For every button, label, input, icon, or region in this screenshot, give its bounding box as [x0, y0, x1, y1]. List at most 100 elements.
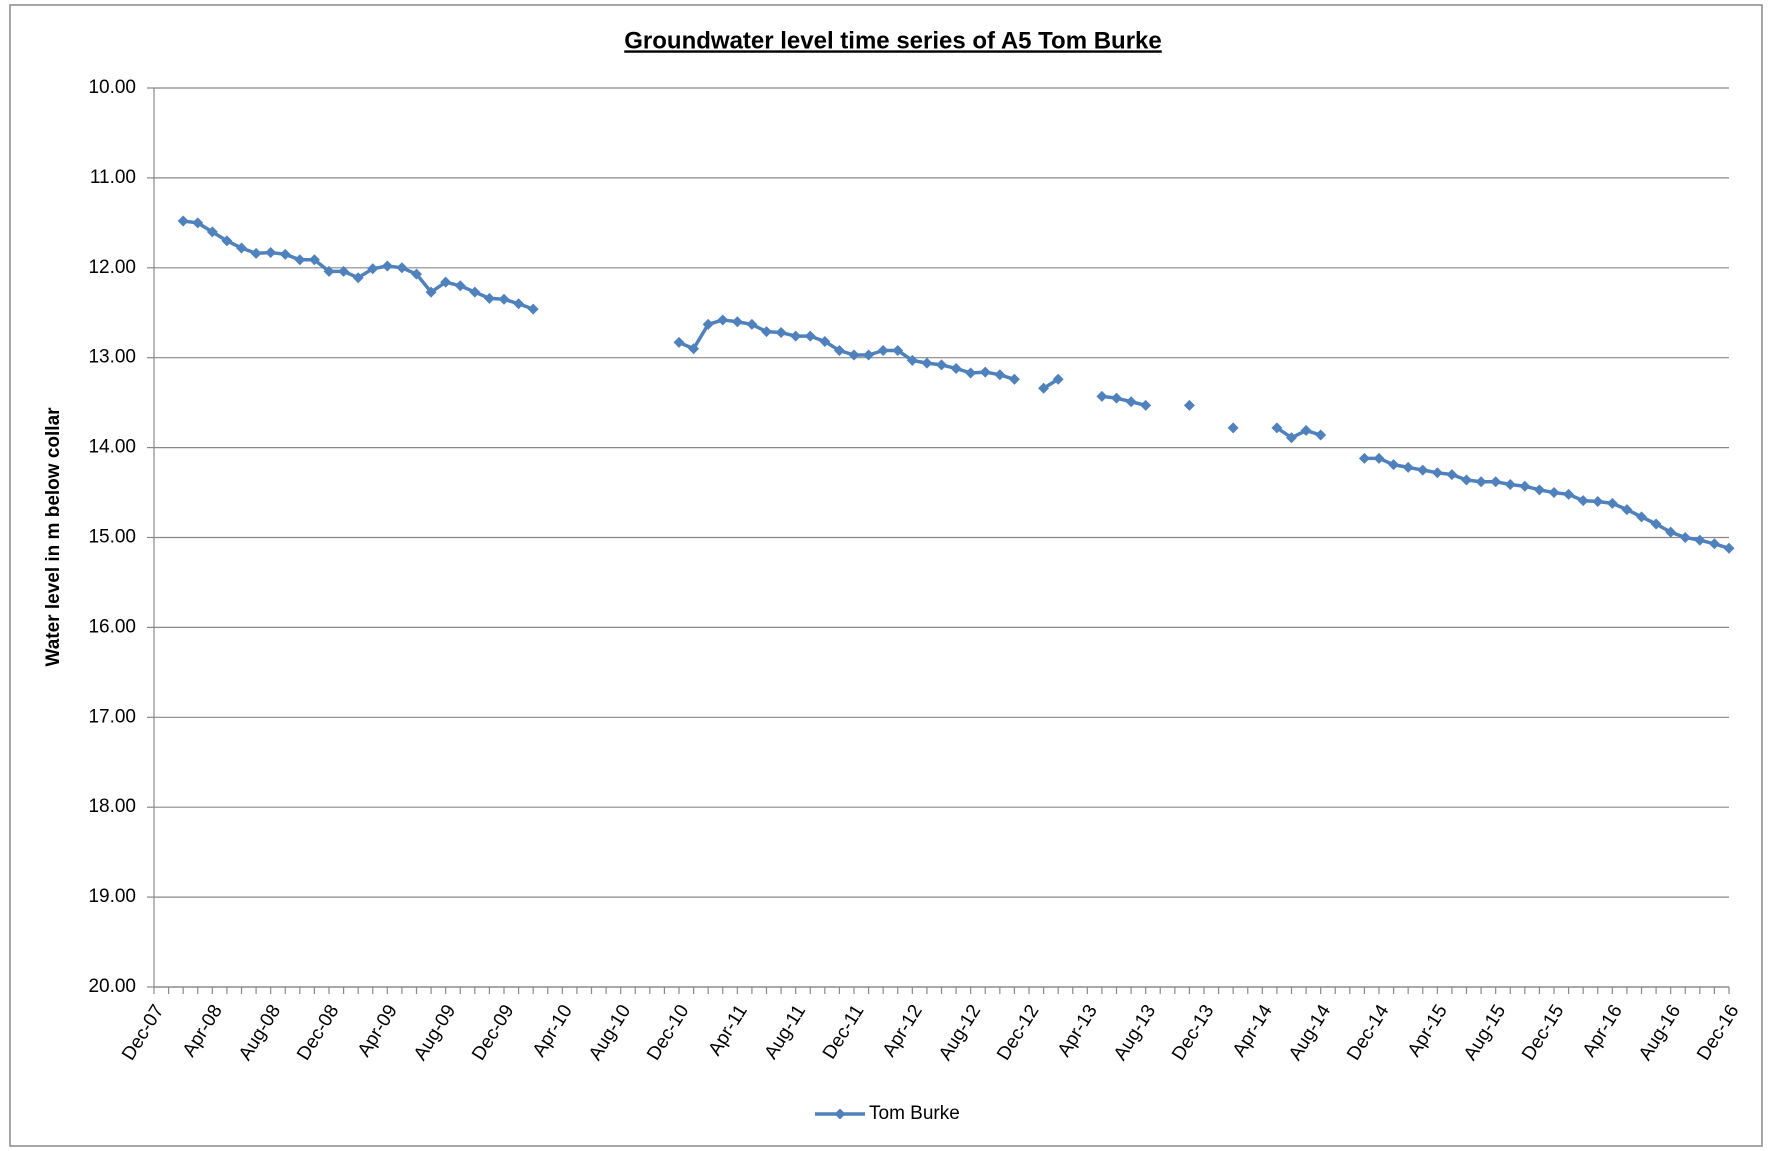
marker: [1111, 392, 1122, 404]
legend-label: Tom Burke: [869, 1103, 960, 1124]
y-tick-label: 18.00: [88, 796, 136, 817]
marker: [1694, 534, 1706, 546]
marker: [702, 318, 714, 330]
marker: [279, 248, 291, 260]
marker: [877, 345, 889, 357]
marker: [688, 343, 700, 355]
marker: [1650, 518, 1662, 530]
marker: [1431, 467, 1443, 479]
marker: [1708, 538, 1720, 550]
y-tick-label: 15.00: [88, 527, 136, 548]
marker: [236, 242, 247, 254]
marker: [804, 330, 816, 342]
marker: [1519, 480, 1531, 492]
marker: [1665, 526, 1677, 538]
marker: [1490, 476, 1502, 488]
marker: [717, 314, 729, 326]
y-tick-label: 17.00: [88, 706, 136, 727]
marker: [761, 326, 772, 338]
y-tick-label: 14.00: [88, 437, 136, 458]
marker: [527, 303, 539, 315]
y-tick-label: 10.00: [88, 77, 136, 98]
marker: [454, 280, 466, 292]
marker: [1008, 373, 1020, 385]
marker: [1577, 495, 1589, 507]
marker: [1533, 484, 1545, 496]
marker: [1679, 532, 1691, 543]
marker: [1373, 452, 1385, 464]
marker: [1504, 478, 1516, 490]
marker: [1125, 396, 1137, 408]
marker: [338, 265, 350, 277]
marker: [425, 286, 437, 298]
marker: [469, 286, 481, 298]
marker: [192, 217, 204, 229]
marker: [1402, 461, 1414, 473]
marker: [892, 345, 904, 357]
marker: [265, 247, 277, 259]
marker: [440, 276, 452, 288]
y-tick-label: 12.00: [88, 257, 136, 278]
marker: [1563, 488, 1575, 500]
marker: [965, 367, 977, 379]
marker: [994, 369, 1006, 381]
legend-marker: [834, 1108, 846, 1120]
marker: [352, 272, 364, 284]
marker: [221, 235, 233, 247]
marker: [498, 293, 510, 305]
marker: [483, 292, 495, 304]
marker: [1140, 399, 1152, 411]
chart-border: [9, 4, 1763, 1147]
marker: [775, 327, 787, 339]
marker: [1227, 422, 1239, 434]
marker: [1315, 429, 1327, 441]
y-tick-label: 13.00: [88, 347, 136, 368]
marker: [1636, 511, 1647, 523]
marker: [396, 262, 408, 274]
y-tick-label: 19.00: [88, 886, 136, 907]
marker: [790, 330, 802, 342]
marker: [863, 349, 875, 361]
marker: [1723, 542, 1735, 554]
marker: [1038, 382, 1050, 394]
marker: [746, 318, 758, 330]
marker: [1358, 452, 1370, 464]
marker: [1183, 399, 1195, 411]
marker: [906, 354, 918, 366]
marker: [673, 336, 685, 348]
marker: [1621, 504, 1633, 516]
marker: [294, 254, 306, 266]
marker: [848, 349, 860, 361]
marker: [177, 215, 189, 227]
marker: [513, 298, 525, 310]
marker: [206, 226, 218, 238]
marker: [367, 263, 379, 275]
marker: [1388, 459, 1400, 471]
marker: [308, 254, 320, 266]
marker: [1475, 476, 1487, 488]
y-tick-label: 20.00: [88, 976, 136, 997]
marker: [1446, 469, 1458, 481]
marker: [1286, 432, 1297, 444]
marker: [833, 345, 845, 357]
marker: [1592, 496, 1604, 508]
marker: [1300, 425, 1312, 437]
marker: [819, 336, 831, 348]
marker: [1417, 464, 1429, 476]
marker: [323, 265, 335, 277]
marker: [1548, 487, 1560, 499]
marker: [731, 316, 743, 328]
marker: [250, 247, 262, 259]
y-tick-label: 16.00: [88, 616, 136, 637]
marker: [1096, 390, 1108, 402]
chart-title: Groundwater level time series of A5 Tom …: [624, 27, 1162, 54]
marker: [1606, 497, 1618, 509]
marker: [950, 362, 962, 374]
marker: [1461, 474, 1472, 486]
marker: [1271, 422, 1283, 434]
marker: [381, 260, 393, 272]
marker: [921, 357, 933, 369]
marker: [979, 366, 991, 378]
